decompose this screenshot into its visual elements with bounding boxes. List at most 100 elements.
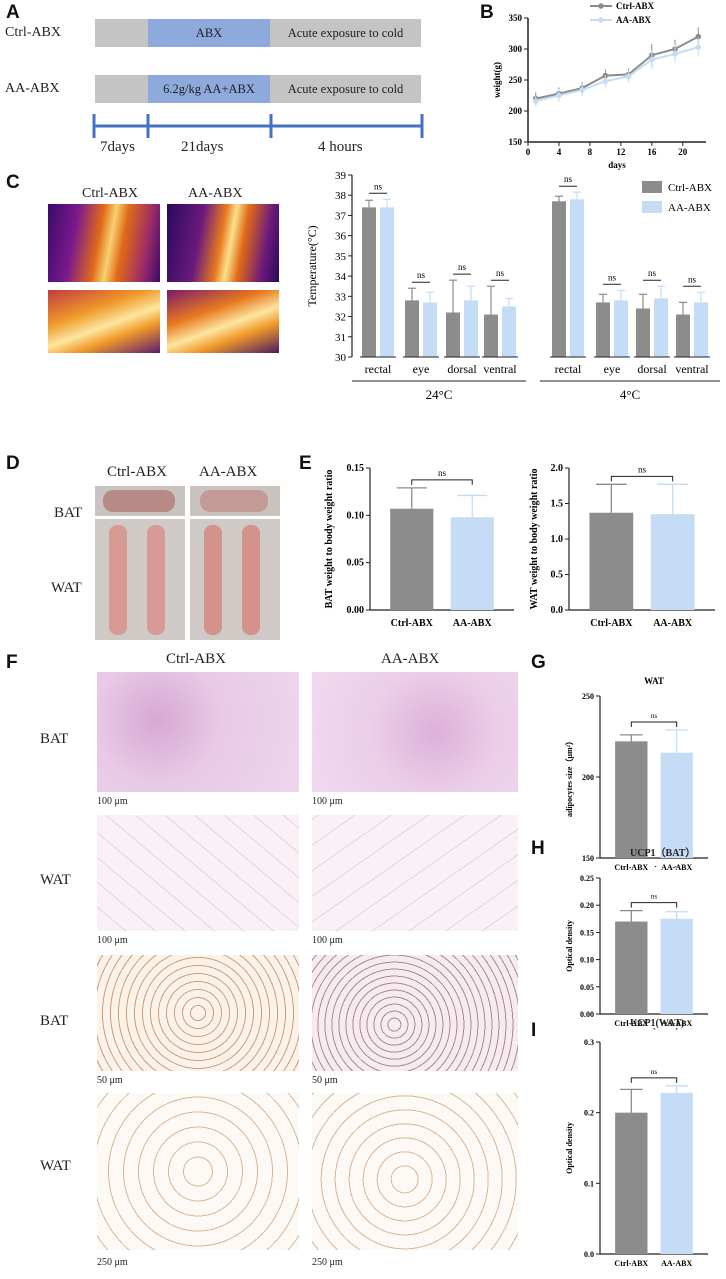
significance-bracket — [411, 479, 473, 485]
histology-bat-ihc-ctrl — [97, 955, 299, 1071]
bat-photo-ctrl — [95, 486, 185, 516]
significance-label: ns — [638, 464, 647, 474]
bar — [596, 302, 610, 357]
y-tick-label: 38 — [335, 190, 347, 202]
row-label-ctrl-abx: Ctrl-ABX — [5, 25, 61, 40]
histology-bat-he-aa — [312, 672, 518, 792]
y-tick-label: 350 — [509, 13, 523, 23]
bar — [502, 306, 516, 357]
significance-label: ns — [648, 268, 657, 278]
bar — [464, 300, 478, 357]
data-point — [672, 51, 678, 57]
data-point — [532, 98, 539, 104]
timeline-label-21days: 21days — [181, 139, 224, 155]
y-tick-label: 0.00 — [580, 1010, 594, 1019]
histology-wat-ihc-ctrl — [97, 1093, 299, 1250]
category-label: eye — [604, 362, 621, 376]
thermal-label-ctrl: Ctrl-ABX — [82, 186, 138, 201]
y-tick-label: 250 — [582, 692, 594, 701]
y-tick-label: 0.15 — [580, 928, 594, 937]
histology-row-wat-ihc: WAT — [40, 1158, 71, 1174]
histology-col-aa: AA-ABX — [381, 651, 440, 667]
adipocyte-size-bar-chart: 150 200 250 adipocytes size（μm²） WAT Ctrl-ABX… — [564, 676, 708, 872]
significance-bracket — [630, 902, 678, 908]
category-label: AA-ABX — [453, 618, 493, 629]
y-axis-label: Temperature(°C) — [305, 225, 319, 306]
ucp1-bat-bar-chart: 0.00 0.05 0.10 0.15 0.20 0.25 Optical density U… — [565, 866, 708, 1028]
y-tick-label: 34 — [335, 271, 347, 283]
histology-bat-ihc-aa — [312, 955, 518, 1071]
y-tick-label: 1.5 — [551, 499, 564, 510]
significance-label: ns — [688, 274, 697, 284]
panel-letter-e: E — [299, 453, 312, 474]
y-axis-label: adipocytes size（μm²） — [564, 737, 574, 817]
bar — [362, 207, 376, 357]
bar — [405, 300, 419, 357]
significance-label: ns — [564, 174, 573, 184]
category-label: eye — [413, 362, 430, 376]
y-tick-label: 0.5 — [551, 570, 564, 581]
significance-bracket — [610, 475, 674, 482]
bar — [446, 312, 460, 357]
bar — [650, 514, 695, 610]
y-tick-label: 33 — [335, 291, 347, 303]
ucp1-wat-bar-chart: 0.0 0.1 0.2 0.3 Optical density UCP1(WAT) Ctrl… — [565, 1028, 708, 1268]
x-tick-label: 0 — [526, 147, 531, 157]
significance-label: ns — [608, 272, 617, 282]
significance-label: ns — [458, 262, 467, 272]
panel-letter-f: F — [6, 652, 18, 673]
x-axis-label: days — [608, 160, 626, 170]
y-tick-label: 200 — [509, 106, 523, 116]
category-label: AA-ABX — [661, 1259, 692, 1268]
x-tick-label: 20 — [678, 147, 688, 157]
y-tick-label: 0.10 — [347, 510, 365, 521]
data-point — [579, 87, 585, 93]
weight-line-chart: 150 200 250 300 350 0 4 8 12 16 20 days weight(g) Ctr… — [492, 1, 706, 170]
y-tick-label: 32 — [335, 312, 346, 324]
wat-photo-aa — [190, 519, 280, 640]
y-tick-label: 1.0 — [551, 534, 564, 545]
legend-label: AA-ABX — [616, 15, 651, 25]
significance-label: ns — [417, 270, 426, 280]
y-tick-label: 0.0 — [584, 1250, 594, 1259]
legend-marker — [598, 3, 604, 9]
bar — [615, 921, 648, 1014]
significance-label: ns — [651, 893, 658, 901]
bat-ratio-bar-chart: 0.00 0.05 0.10 0.15 BAT weight to body weigh… — [324, 463, 514, 629]
category-label: ventral — [483, 362, 517, 376]
y-tick-label: 150 — [582, 854, 594, 863]
data-point — [556, 92, 562, 99]
category-label: AA-ABX — [653, 618, 693, 629]
bar — [423, 302, 437, 357]
thermal-image-aa-dorsal — [167, 204, 279, 282]
data-point — [602, 78, 609, 85]
category-label: Ctrl-ABX — [614, 1019, 648, 1028]
bat-photo-aa — [190, 486, 280, 516]
y-tick-label: 30 — [335, 352, 347, 364]
y-tick-label: 0.1 — [584, 1179, 594, 1188]
data-point — [625, 73, 632, 80]
panel-letter-d: D — [6, 453, 20, 474]
scale-bar-bat-ihc-ctrl: 50 μm — [97, 1075, 123, 1086]
category-label: Ctrl-ABX — [614, 863, 648, 872]
significance-label: ns — [496, 268, 505, 278]
category-label: rectal — [555, 362, 582, 376]
legend-swatch — [642, 181, 662, 193]
y-axis-label: WAT weight to body weight ratio — [529, 468, 540, 609]
row-label-aa-abx: AA-ABX — [5, 81, 60, 96]
y-tick-label: 2.0 — [551, 463, 564, 474]
scale-bar-wat-he-aa: 100 μm — [312, 935, 343, 946]
significance-label: ns — [651, 1068, 658, 1076]
data-point — [695, 33, 702, 40]
aa-baseline-bar — [95, 75, 148, 103]
legend-marker — [598, 17, 604, 23]
tissue-col-aa: AA-ABX — [199, 464, 258, 480]
bar — [615, 741, 648, 858]
tissue-row-bat: BAT — [54, 505, 83, 521]
timeline-label-7days: 7days — [100, 139, 135, 155]
bar — [660, 918, 693, 1014]
y-axis-label: Optical density — [565, 920, 574, 972]
timeline-label-4hours: 4 hours — [318, 139, 363, 155]
bar — [450, 517, 494, 610]
ucp1-wat-title: UCP1(WAT) — [630, 1018, 685, 1029]
